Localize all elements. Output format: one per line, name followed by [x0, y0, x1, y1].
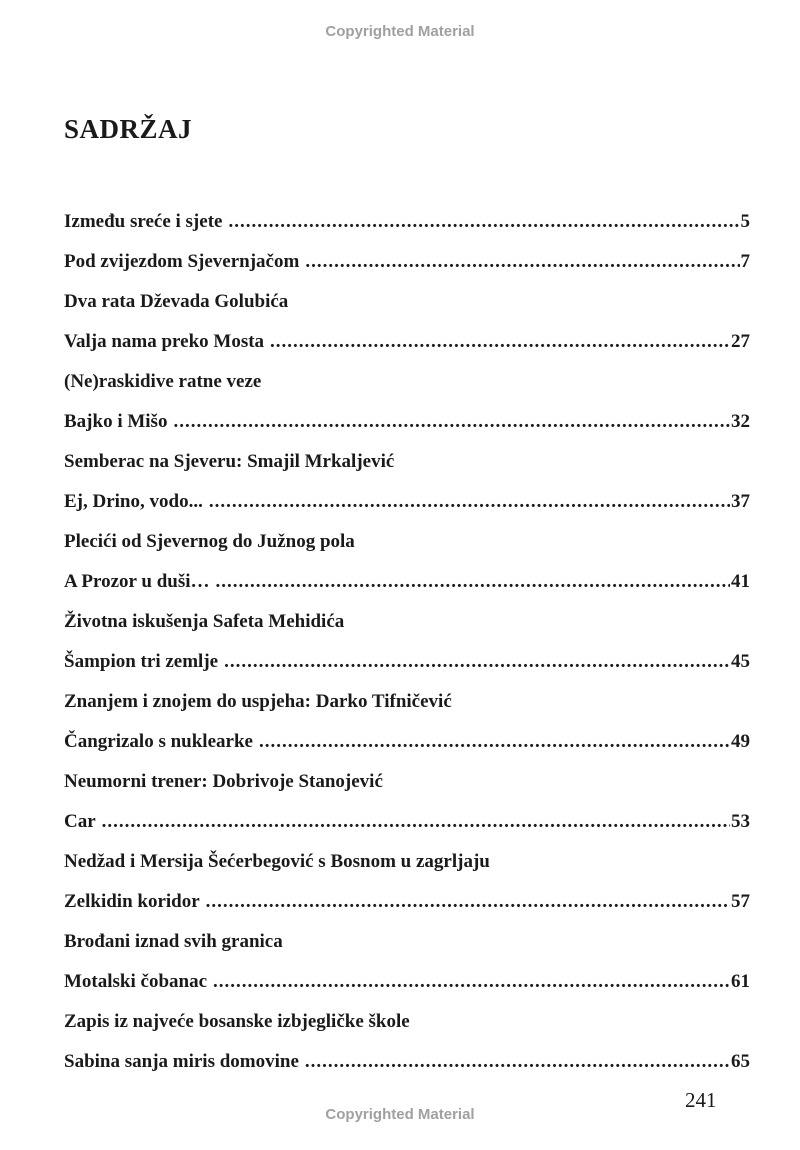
toc-entry-page: 7: [740, 251, 751, 272]
toc-entry-title: Brođani iznad svih granica: [64, 931, 283, 952]
toc-entry-page: 57: [731, 891, 750, 912]
dot-leader: [305, 1048, 730, 1076]
toc-entry: Čangrizalo s nuklearke 49: [64, 728, 750, 768]
toc-entry-page: 65: [731, 1051, 750, 1072]
dot-leader: [305, 248, 739, 276]
toc-entry: Sabina sanja miris domovine 65: [64, 1048, 750, 1088]
toc-entry: Neumorni trener: Dobrivoje Stanojević: [64, 768, 750, 808]
toc-entry-title: Šampion tri zemlje: [64, 651, 219, 672]
page-title: SADRŽAJ: [64, 114, 193, 144]
toc-entry: Šampion tri zemlje 45: [64, 648, 750, 688]
toc-entry-title: Znanjem i znojem do uspjeha: Darko Tifni…: [64, 691, 452, 712]
toc-entry: Životna iskušenja Safeta Mehidića: [64, 608, 750, 648]
toc-entry-title: Dva rata Dževada Golubića: [64, 291, 289, 312]
toc-entry: Brođani iznad svih granica: [64, 928, 750, 968]
dot-leader: [102, 808, 730, 836]
toc-entry: A Prozor u duši… 41: [64, 568, 750, 608]
toc-entry-title: Nedžad i Mersija Šećerbegović s Bosnom u…: [64, 851, 490, 872]
toc-entry-title: A Prozor u duši…: [64, 571, 210, 592]
dot-leader: [259, 728, 730, 756]
toc-entry-page: 27: [731, 331, 750, 352]
toc-entry: Car 53: [64, 808, 750, 848]
toc-entry: Semberac na Sjeveru: Smajil Mrkaljević: [64, 448, 750, 488]
dot-leader: [216, 568, 730, 596]
toc-entry-title: Ej, Drino, vodo...: [64, 491, 203, 512]
toc-entry-title: Zapis iz najveće bosanske izbjegličke šk…: [64, 1011, 410, 1032]
toc-entry-page: 5: [740, 211, 751, 232]
toc-entry: Motalski čobanac 61: [64, 968, 750, 1008]
toc-entry: Valja nama preko Mosta 27: [64, 328, 750, 368]
dot-leader: [173, 408, 730, 436]
toc-entry-title: Čangrizalo s nuklearke: [64, 731, 253, 752]
toc-entry-page: 49: [731, 731, 750, 752]
toc-entry-title: Zelkidin koridor: [64, 891, 200, 912]
dot-leader: [270, 328, 730, 356]
dot-leader: [209, 488, 730, 516]
toc-entry-title: Životna iskušenja Safeta Mehidića: [64, 611, 345, 632]
toc-entry-title: Valja nama preko Mosta: [64, 331, 265, 352]
toc-entry-title: (Ne)raskidive ratne veze: [64, 371, 262, 392]
toc-entry-title: Sabina sanja miris domovine: [64, 1051, 299, 1072]
toc-entry: (Ne)raskidive ratne veze: [64, 368, 750, 408]
toc-entry-title: Između sreće i sjete: [64, 211, 223, 232]
toc-entry: Pod zvijezdom Sjevernjačom 7: [64, 248, 750, 288]
toc-entry: Ej, Drino, vodo... 37: [64, 488, 750, 528]
page-number: 241: [685, 1088, 717, 1112]
toc-entry-page: 37: [731, 491, 750, 512]
table-of-contents: Između sreće i sjete 5 Pod zvijezdom Sjeve…: [64, 208, 750, 1088]
toc-entry-page: 41: [731, 571, 750, 592]
toc-entry-page: 45: [731, 651, 750, 672]
toc-entry: Zapis iz najveće bosanske izbjegličke šk…: [64, 1008, 750, 1048]
toc-entry-title: Plecići od Sjevernog do Južnog pola: [64, 531, 355, 552]
toc-entry: Između sreće i sjete 5: [64, 208, 750, 248]
toc-entry-page: 53: [731, 811, 750, 832]
toc-entry-page: 32: [731, 411, 750, 432]
toc-entry-title: Car: [64, 811, 96, 832]
dot-leader: [213, 968, 730, 996]
toc-entry-page: 61: [731, 971, 750, 992]
watermark-top: Copyrighted Material: [325, 23, 475, 40]
dot-leader: [206, 888, 730, 916]
toc-entry: Dva rata Dževada Golubića: [64, 288, 750, 328]
watermark-bottom: Copyrighted Material: [325, 1106, 475, 1123]
toc-entry-title: Neumorni trener: Dobrivoje Stanojević: [64, 771, 383, 792]
toc-entry: Zelkidin koridor 57: [64, 888, 750, 928]
toc-entry: Znanjem i znojem do uspjeha: Darko Tifni…: [64, 688, 750, 728]
toc-entry-title: Motalski čobanac: [64, 971, 208, 992]
dot-leader: [228, 208, 739, 236]
toc-entry: Nedžad i Mersija Šećerbegović s Bosnom u…: [64, 848, 750, 888]
toc-entry: Bajko i Mišo 32: [64, 408, 750, 448]
toc-entry: Plecići od Sjevernog do Južnog pola: [64, 528, 750, 568]
toc-entry-title: Semberac na Sjeveru: Smajil Mrkaljević: [64, 451, 395, 472]
dot-leader: [224, 648, 730, 676]
toc-entry-title: Pod zvijezdom Sjevernjačom: [64, 251, 300, 272]
toc-entry-title: Bajko i Mišo: [64, 411, 168, 432]
